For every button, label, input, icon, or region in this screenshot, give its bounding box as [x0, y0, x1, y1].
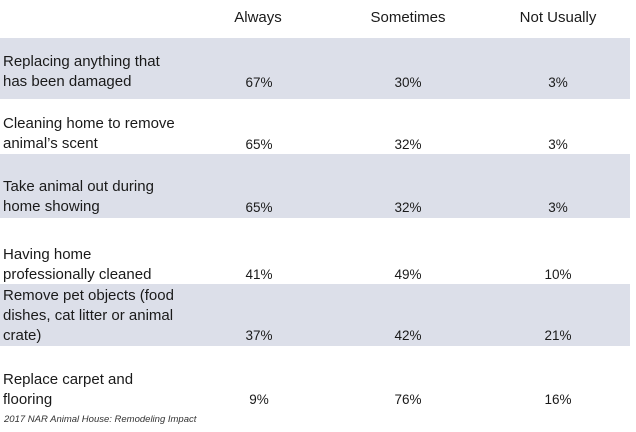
table-row: Cleaning home to remove animal’s scent 6…: [0, 99, 630, 154]
value-always: 65%: [245, 137, 273, 152]
value-sometimes: 42%: [394, 328, 422, 343]
table-row: Replace carpet and flooring 9% 76% 16%: [0, 346, 630, 410]
row-label: Replacing anything that has been damaged: [3, 53, 160, 90]
value-always: 9%: [249, 392, 269, 407]
value-always: 37%: [245, 328, 273, 343]
row-label: Having home professionally cleaned: [3, 246, 152, 283]
row-label: Take animal out during home showing: [3, 178, 154, 215]
value-always: 41%: [245, 267, 273, 282]
table-row: Take animal out during home showing 65% …: [0, 154, 630, 218]
column-header-not-usually: Not Usually: [519, 9, 597, 26]
value-sometimes: 49%: [394, 267, 422, 282]
value-not-usually: 16%: [544, 392, 572, 407]
row-label: Replace carpet and flooring: [3, 371, 134, 408]
value-always: 67%: [245, 75, 273, 90]
table-row: Remove pet objects (food dishes, cat lit…: [0, 284, 630, 346]
table-row: Having home professionally cleaned 41% 4…: [0, 218, 630, 284]
column-header-always: Always: [234, 9, 282, 26]
row-label: Cleaning home to remove animal’s scent: [3, 115, 175, 152]
value-not-usually: 21%: [544, 328, 572, 343]
value-sometimes: 30%: [394, 75, 422, 90]
value-sometimes: 32%: [394, 200, 422, 215]
value-sometimes: 32%: [394, 137, 422, 152]
value-sometimes: 76%: [394, 392, 422, 407]
table-row: Replacing anything that has been damaged…: [0, 38, 630, 99]
value-not-usually: 3%: [548, 75, 568, 90]
value-always: 65%: [245, 200, 273, 215]
source-caption: 2017 NAR Animal House: Remodeling Impact: [4, 414, 197, 425]
value-not-usually: 3%: [548, 137, 568, 152]
column-header-sometimes: Sometimes: [370, 9, 446, 26]
value-not-usually: 10%: [544, 267, 572, 282]
row-label: Remove pet objects (food dishes, cat lit…: [3, 287, 174, 344]
value-not-usually: 3%: [548, 200, 568, 215]
table-header: Always Sometimes Not Usually: [0, 0, 636, 36]
